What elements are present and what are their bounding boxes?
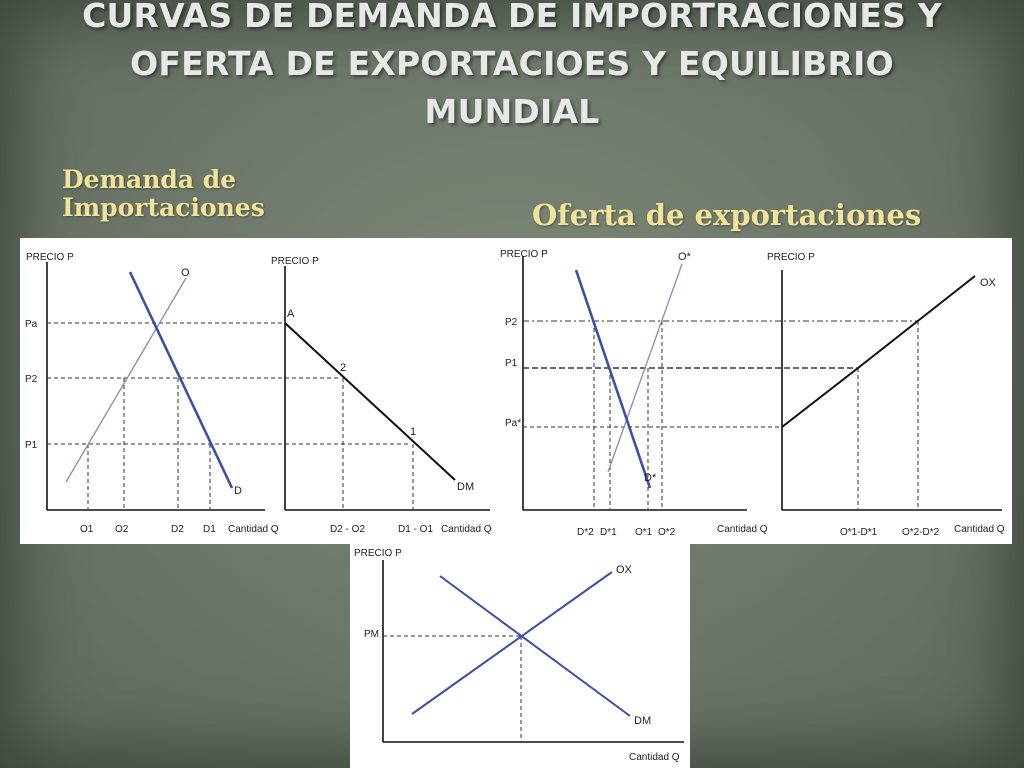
foreign-demand-curve — [574, 269, 652, 489]
x-axis-label: Cantidad Q — [954, 524, 1005, 535]
export-supply-chart: PRECIO P Cantidad Q OX O*1-D*1 O*2-D*2 — [767, 252, 1005, 538]
subtitle-import-demand: Demanda de Importaciones — [62, 165, 265, 222]
supply-curve-label: O — [181, 267, 190, 279]
x-tick-d-star-2: D*2 — [577, 527, 594, 538]
subtitle-export-supply: Oferta de exportaciones — [532, 198, 922, 232]
foreign-supply-label: O* — [678, 251, 692, 263]
x-axis-label: Cantidad Q — [717, 524, 768, 535]
world-import-demand-curve — [439, 575, 631, 717]
y-tick-pa-star: Pa* — [505, 418, 521, 429]
world-export-supply-curve — [411, 571, 613, 715]
y-axis-label: PRECIO P — [271, 256, 319, 267]
x-tick-o-star-1: O*1 — [635, 527, 653, 538]
export-supply-curve — [781, 275, 976, 428]
x-tick-o2: O2 — [115, 524, 129, 535]
y-tick-p1: P1 — [25, 440, 38, 451]
import-demand-curve — [284, 322, 456, 481]
x-axis-label: Cantidad Q — [629, 752, 680, 763]
x-tick-o2-d2: O*2-D*2 — [902, 527, 940, 538]
y-tick-p1: P1 — [505, 358, 518, 369]
world-equilibrium-chart: PRECIO P Cantidad Q OX DM PM — [354, 548, 684, 763]
export-supply-panel: PRECIO P Cantidad Q O* D* P2 P1 Pa* D*2 … — [492, 238, 1012, 544]
home-market-chart: PRECIO P Cantidad Q O D Pa P2 P1 O1 O2 D… — [25, 252, 410, 535]
world-demand-label: DM — [634, 715, 651, 727]
world-equilibrium-figure: PRECIO P Cantidad Q OX DM PM — [354, 548, 684, 763]
x-tick-d1: D1 — [203, 524, 216, 535]
x-axis-label: Cantidad Q — [441, 524, 492, 535]
x-tick-d1-o1: D1 - O1 — [398, 524, 433, 535]
point-2-label: 2 — [340, 362, 346, 374]
world-supply-label: OX — [616, 564, 633, 576]
export-supply-figure: PRECIO P Cantidad Q O* D* P2 P1 Pa* D*2 … — [500, 249, 1005, 538]
demand-curve — [128, 271, 234, 489]
export-supply-label: OX — [980, 277, 997, 289]
foreign-demand-label: D* — [644, 472, 657, 484]
point-1-label: 1 — [410, 426, 416, 438]
x-tick-o-star-2: O*2 — [658, 527, 676, 538]
demand-curve-label: D — [234, 485, 242, 497]
foreign-market-chart: PRECIO P Cantidad Q O* D* P2 P1 Pa* D*2 … — [500, 249, 917, 538]
x-tick-o1: O1 — [80, 524, 94, 535]
x-tick-d-star-1: D*1 — [600, 527, 617, 538]
point-a-label: A — [287, 308, 295, 320]
x-axis-label: Cantidad Q — [228, 524, 279, 535]
import-demand-panel: PRECIO P Cantidad Q O D Pa P2 P1 O1 O2 D… — [20, 238, 496, 544]
slide-title: CURVAS DE DEMANDA DE IMPORTRACIONES Y OF… — [82, 0, 942, 131]
y-tick-p2: P2 — [505, 317, 518, 328]
y-axis-label: PRECIO P — [26, 252, 74, 263]
import-demand-curve-label: DM — [457, 481, 474, 493]
y-axis-label: PRECIO P — [767, 252, 815, 263]
y-axis-label: PRECIO P — [354, 548, 402, 559]
import-demand-chart: PRECIO P Cantidad Q A 2 1 DM D2 - O2 D1 … — [271, 256, 492, 535]
x-tick-d2: D2 — [171, 524, 184, 535]
x-tick-o1-d1: O*1-D*1 — [840, 527, 878, 538]
x-tick-d2-o2: D2 - O2 — [330, 524, 365, 535]
y-axis-label: PRECIO P — [500, 249, 548, 260]
supply-curve — [65, 277, 187, 483]
y-tick-p2: P2 — [25, 374, 38, 385]
y-tick-pa: Pa — [25, 319, 38, 330]
world-equilibrium-panel: PRECIO P Cantidad Q OX DM PM — [350, 544, 690, 768]
import-demand-figure: PRECIO P Cantidad Q O D Pa P2 P1 O1 O2 D… — [25, 252, 492, 535]
foreign-supply-curve — [607, 263, 683, 473]
y-tick-pm: PM — [364, 629, 379, 640]
